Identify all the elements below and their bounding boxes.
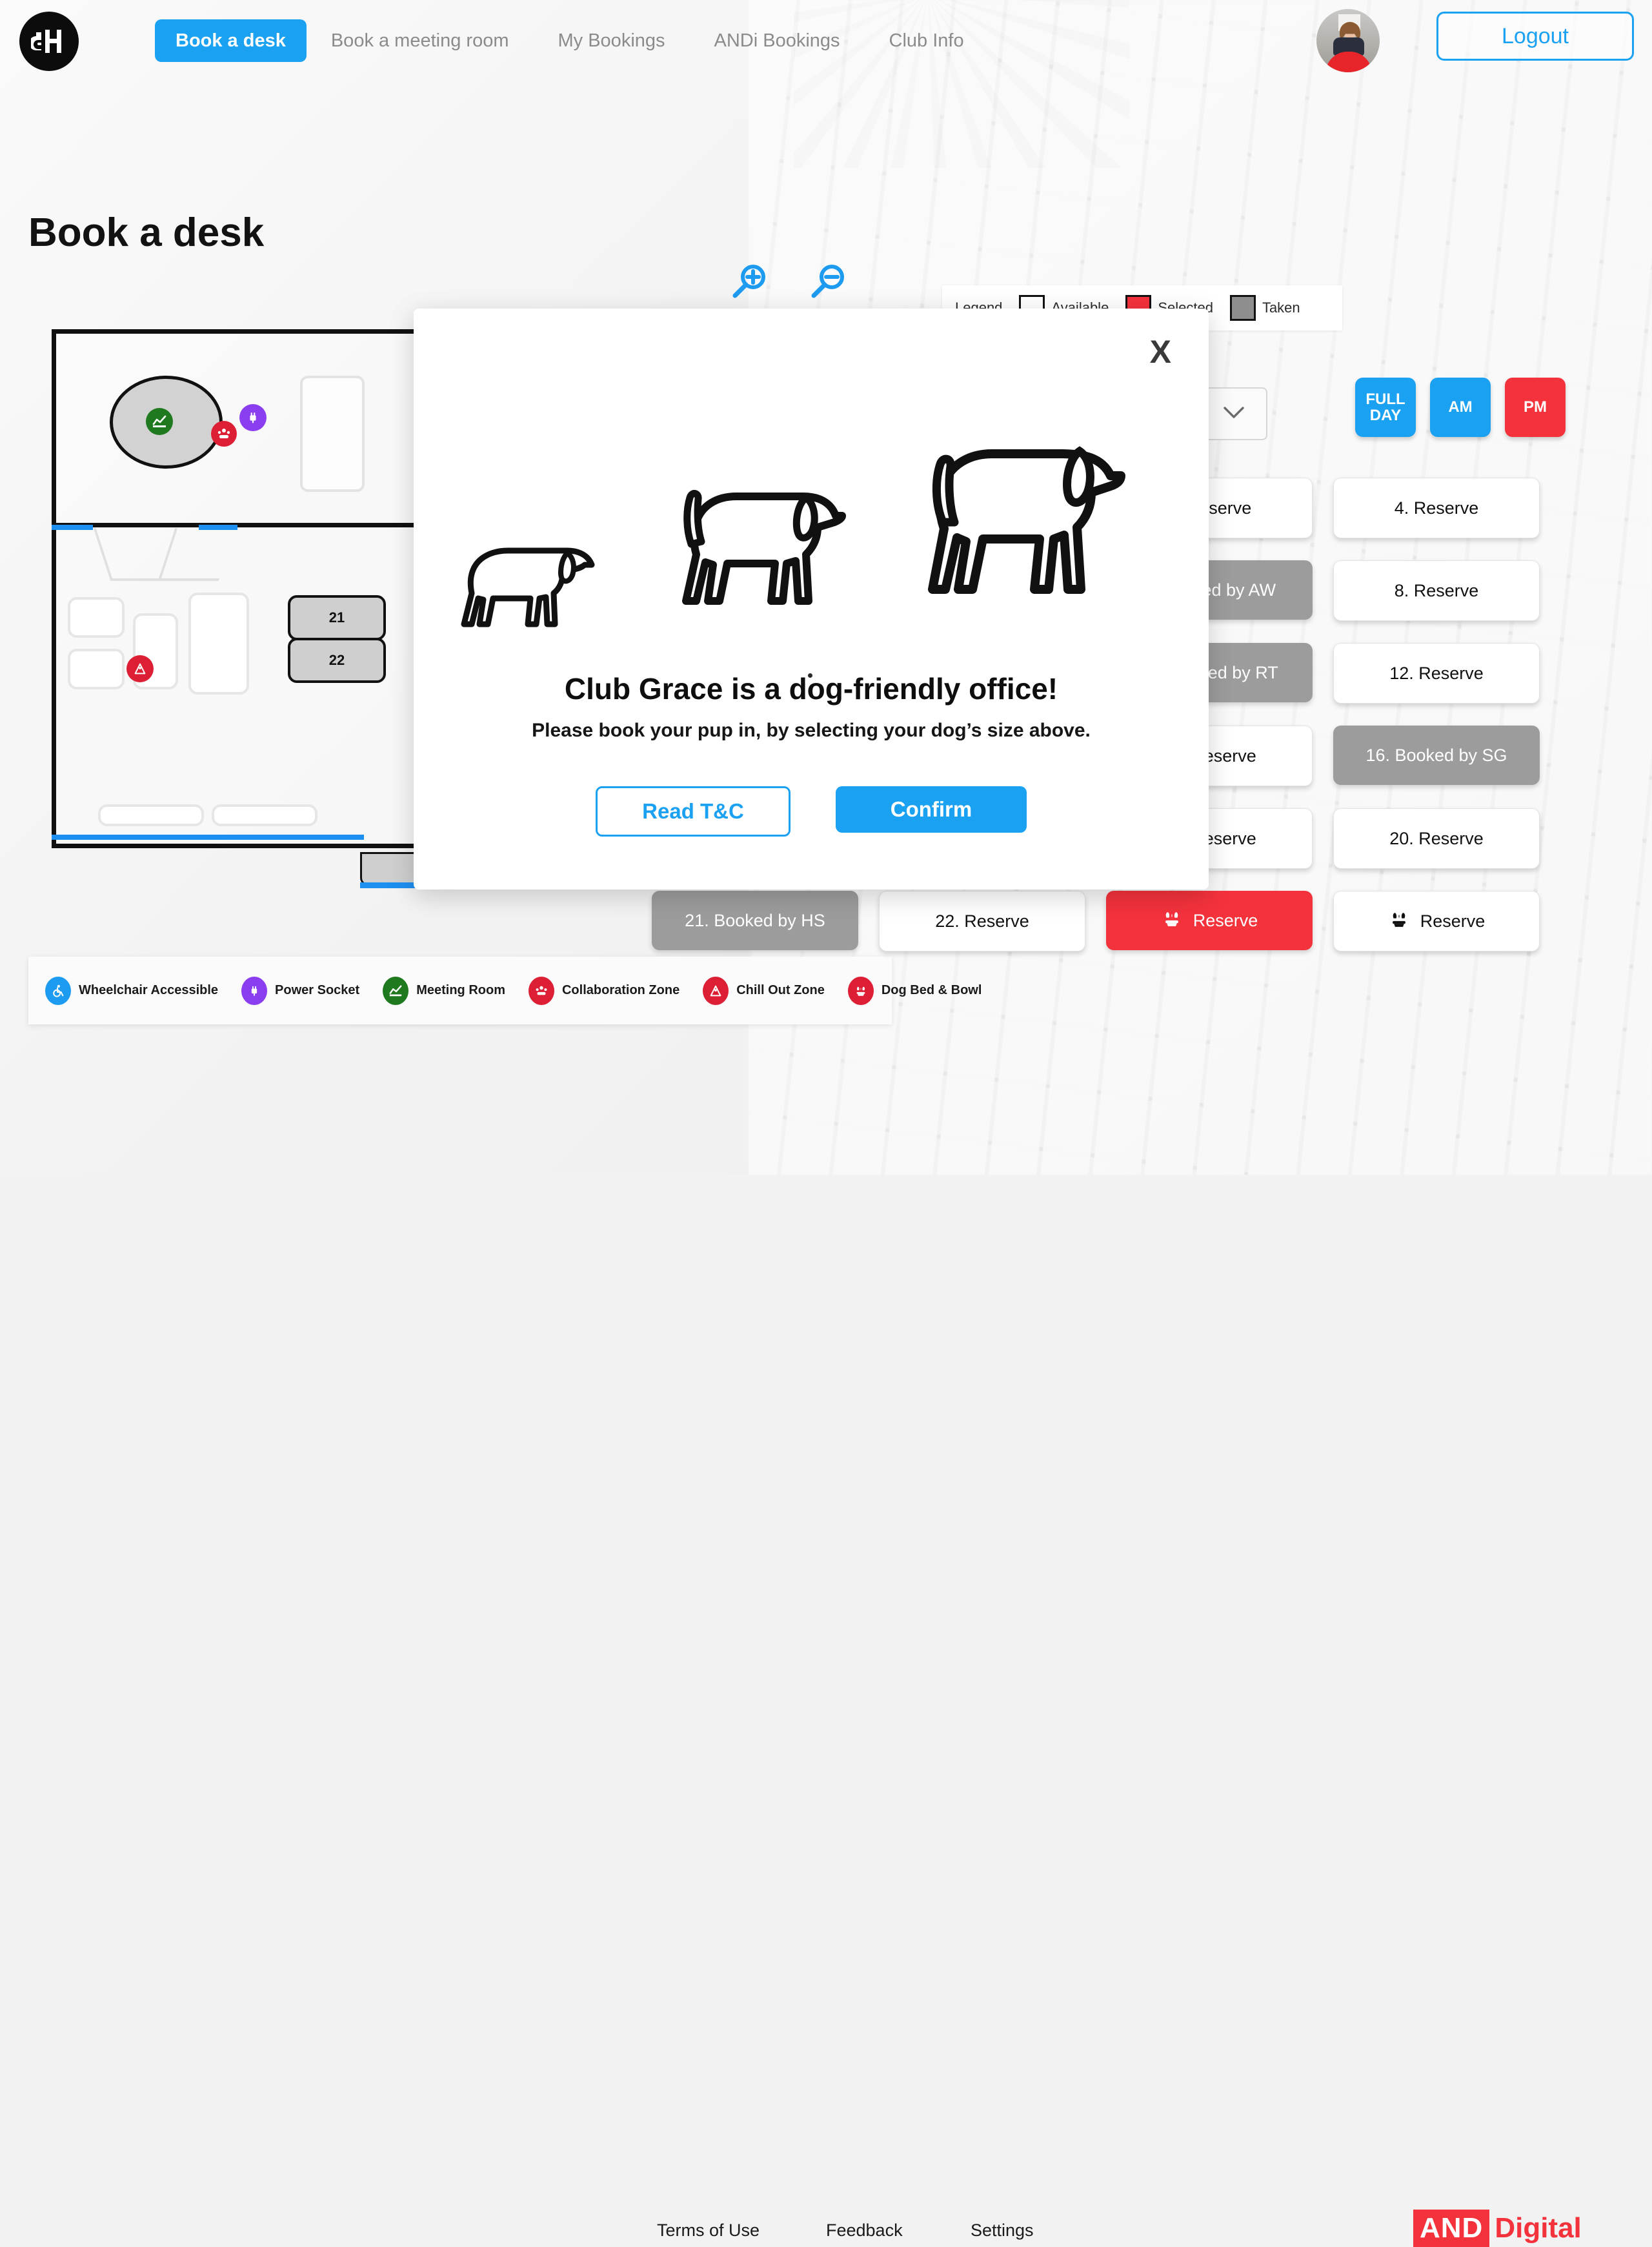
- desk-button-20[interactable]: 20. Reserve: [1333, 808, 1540, 869]
- nav-item-book-a-desk[interactable]: Book a desk: [155, 19, 307, 62]
- legend-label-taken: Taken: [1262, 300, 1300, 316]
- page-title: Book a desk: [28, 210, 265, 255]
- desk-button-22[interactable]: 22. Reserve: [879, 891, 1085, 951]
- legend-item-wheelchair: Wheelchair Accessible: [45, 976, 219, 1005]
- desk-button-12[interactable]: 12. Reserve: [1333, 643, 1540, 704]
- nav-links: Book a desk Book a meeting room My Booki…: [155, 19, 989, 62]
- read-tc-button[interactable]: Read T&C: [596, 786, 791, 837]
- legend-item-dog-bed-bowl: Dog Bed & Bowl: [847, 976, 982, 1005]
- chevron-down-icon: [1221, 403, 1247, 425]
- dh-logo-icon: [31, 30, 61, 53]
- window-line-left: [52, 525, 93, 530]
- logout-button[interactable]: Logout: [1436, 12, 1634, 61]
- desk-button-21[interactable]: 21. Booked by HS: [652, 891, 858, 950]
- long-desk-1: [98, 804, 204, 826]
- wheelchair-icon: [45, 976, 71, 1005]
- dog-bed-icon: [1388, 908, 1410, 934]
- dog-friendly-modal: X: [414, 309, 1209, 890]
- small-dog-icon[interactable]: [454, 517, 621, 649]
- desk-button-16[interactable]: 16. Booked by SG: [1333, 726, 1540, 785]
- footer-link-terms-of-use[interactable]: Terms of Use: [657, 2221, 760, 2240]
- sofa: [188, 593, 249, 695]
- long-desk-2: [212, 804, 317, 826]
- legend-label: Meeting Room: [416, 983, 505, 997]
- map-zoom-controls: [729, 261, 848, 301]
- legend-item-chill-out-zone: Chill Out Zone: [703, 976, 825, 1005]
- meeting-room-icon: [146, 408, 173, 435]
- legend-item-meeting-room: Meeting Room: [383, 976, 505, 1005]
- day-period-buttons: FULL DAY AM PM: [1355, 378, 1566, 437]
- armchair-1: [68, 597, 125, 638]
- collaboration-icon: [528, 976, 554, 1005]
- decorative-dot: [808, 673, 812, 678]
- collaboration-booth: [300, 376, 365, 492]
- close-icon[interactable]: X: [1149, 334, 1171, 370]
- dog-bed-button-label: Reserve: [1193, 910, 1258, 930]
- armchair-2: [68, 649, 125, 689]
- nav-item-my-bookings[interactable]: My Bookings: [558, 30, 665, 51]
- dog-bed-button-selected[interactable]: Reserve: [1106, 891, 1313, 950]
- top-navigation-bar: Book a desk Book a meeting room My Booki…: [0, 0, 1652, 84]
- dog-bed-button-available[interactable]: Reserve: [1333, 891, 1540, 951]
- legend-label: Power Socket: [275, 983, 360, 997]
- power-socket-icon: [239, 404, 267, 431]
- dog-bed-icon: [1161, 908, 1183, 933]
- dog-bed-button-label: Reserve: [1420, 911, 1486, 931]
- legend-item-collaboration-zone: Collaboration Zone: [528, 976, 680, 1005]
- nav-item-andi-bookings[interactable]: ANDi Bookings: [714, 30, 840, 51]
- legend-label: Wheelchair Accessible: [79, 983, 219, 997]
- footer-link-settings[interactable]: Settings: [971, 2221, 1034, 2240]
- dog-size-options: [414, 417, 1209, 649]
- window-line-mid: [199, 525, 237, 530]
- footer-link-feedback[interactable]: Feedback: [826, 2221, 903, 2240]
- zoom-in-icon[interactable]: [729, 261, 769, 301]
- modal-actions: Read T&C Confirm: [414, 786, 1209, 837]
- legend-label: Collaboration Zone: [561, 983, 680, 997]
- desk-button-8[interactable]: 8. Reserve: [1333, 560, 1540, 621]
- nav-item-book-a-meeting-room[interactable]: Book a meeting room: [330, 30, 509, 51]
- am-button[interactable]: AM: [1430, 378, 1491, 437]
- legend-label: Chill Out Zone: [736, 983, 825, 997]
- floor-plan[interactable]: 21 22: [52, 327, 800, 848]
- floorplan-desk-21[interactable]: 21: [288, 595, 386, 640]
- meeting-room-icon: [383, 976, 409, 1005]
- modal-subtext: Please book your pup in, by selecting yo…: [532, 720, 1091, 741]
- modal-overlay: X: [414, 309, 1209, 890]
- and-logo-word: Digital: [1495, 2212, 1582, 2244]
- dog-bed-icon: [847, 976, 874, 1005]
- collaboration-icon: [211, 421, 237, 447]
- large-dog-icon[interactable]: [917, 433, 1169, 649]
- legend-swatch-taken: [1229, 295, 1256, 321]
- zoom-out-icon[interactable]: [808, 261, 848, 301]
- desk-hub-logo[interactable]: [19, 12, 79, 71]
- full-day-button[interactable]: FULL DAY: [1355, 378, 1416, 437]
- and-logo-box: AND: [1413, 2210, 1490, 2247]
- desk-button-4[interactable]: 4. Reserve: [1333, 478, 1540, 538]
- power-socket-icon: [241, 976, 268, 1005]
- medium-dog-icon[interactable]: [663, 472, 876, 649]
- floorplan-legend: Wheelchair Accessible Power Socket Meeti…: [28, 957, 982, 1024]
- pm-button[interactable]: PM: [1505, 378, 1566, 437]
- chill-out-icon: [126, 655, 154, 682]
- modal-heading: Club Grace is a dog-friendly office!: [564, 672, 1058, 706]
- user-avatar[interactable]: [1316, 9, 1380, 72]
- legend-label: Dog Bed & Bowl: [881, 983, 982, 997]
- nav-item-club-info[interactable]: Club Info: [889, 30, 964, 51]
- confirm-button[interactable]: Confirm: [836, 786, 1027, 833]
- and-digital-logo: AND Digital: [1413, 2210, 1582, 2247]
- window-line-bottom: [52, 835, 364, 840]
- background-plant-image: [794, 0, 1129, 168]
- floorplan-desk-22[interactable]: 22: [288, 638, 386, 683]
- legend-item-power-socket: Power Socket: [241, 976, 360, 1005]
- chill-out-icon: [703, 976, 729, 1005]
